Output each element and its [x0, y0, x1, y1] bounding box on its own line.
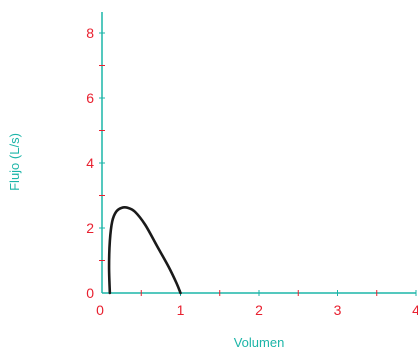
y-tick-label: 4	[86, 155, 94, 171]
y-tick-label: 2	[86, 220, 94, 236]
y-tick-label: 0	[86, 285, 94, 301]
x-tick-label: 3	[334, 302, 342, 318]
y-tick-label: 8	[86, 25, 94, 41]
y-axis-title: Flujo (L/s)	[7, 133, 22, 191]
axes	[101, 12, 416, 294]
x-tick-label: 1	[177, 302, 185, 318]
x-axis-title: Volumen	[234, 335, 285, 350]
x-tick-label: 2	[255, 302, 263, 318]
series	[107, 206, 182, 295]
flow-volume-curve	[107, 206, 182, 295]
x-tick-label: 4	[412, 302, 418, 318]
y-tick-label: 6	[86, 90, 94, 106]
tick-labels: 0 1 2 3 4 0 2 4 6 8	[86, 25, 418, 318]
x-tick-label: 0	[96, 302, 104, 318]
ticks	[99, 32, 417, 296]
